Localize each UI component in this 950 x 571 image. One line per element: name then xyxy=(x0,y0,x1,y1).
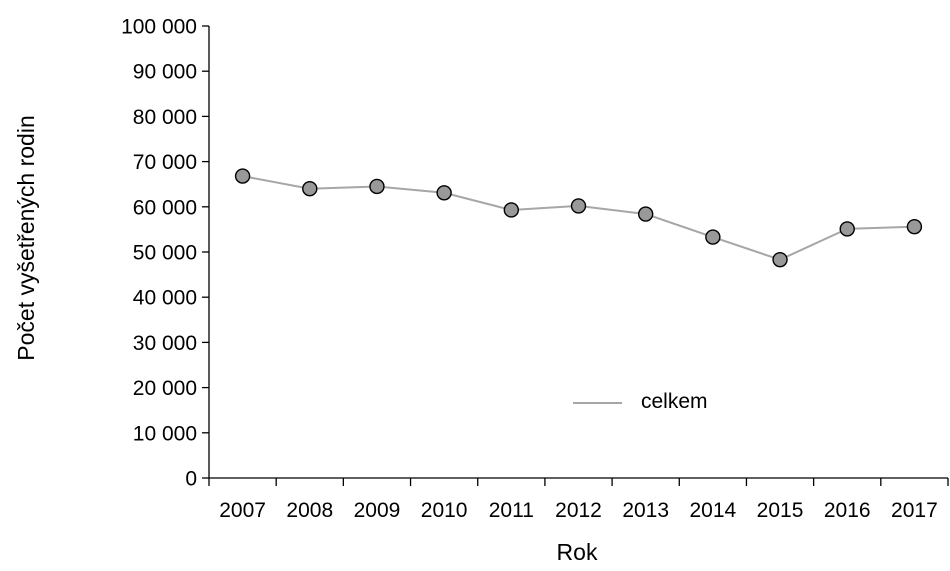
data-point xyxy=(637,206,654,222)
data-point xyxy=(705,229,721,245)
data-point xyxy=(302,181,318,197)
y-tick-label: 10 000 xyxy=(133,422,197,445)
data-point xyxy=(369,178,385,195)
data-point xyxy=(839,221,855,237)
y-tick-label: 0 xyxy=(185,468,197,491)
data-point xyxy=(234,168,251,184)
x-axis-title: Rok xyxy=(557,539,598,565)
x-axis: 2007 2008 2009 2010 2011 2012 2013 2014 2015 2016… xyxy=(208,477,949,522)
y-tick-label: 80 000 xyxy=(133,106,197,129)
x-tick-label: 2015 xyxy=(757,499,804,522)
series-layer xyxy=(234,168,923,268)
y-axis: 0 10 000 20 000 30 000 40 000 50 000 60 000 70 … xyxy=(121,16,210,491)
legend: celkem xyxy=(573,390,708,413)
x-tick-label: 2011 xyxy=(489,499,534,522)
x-tick-label: 2009 xyxy=(354,499,401,522)
x-tick-label: 2014 xyxy=(690,499,737,522)
y-tick-label: 40 000 xyxy=(133,287,197,310)
x-tick-label: 2016 xyxy=(824,499,871,522)
series-line-celkem xyxy=(242,175,915,261)
data-point xyxy=(503,202,520,218)
x-tick-label: 2010 xyxy=(421,499,468,522)
data-point xyxy=(906,218,923,235)
data-point xyxy=(772,251,788,268)
y-tick-label: 100 000 xyxy=(121,16,197,39)
x-tick-label: 2007 xyxy=(219,499,266,522)
x-tick-label: 2008 xyxy=(286,499,333,522)
y-tick-label: 30 000 xyxy=(133,332,197,355)
y-tick-label: 70 000 xyxy=(133,151,197,174)
y-tick-label: 60 000 xyxy=(133,196,197,219)
x-tick-label: 2013 xyxy=(622,499,669,522)
legend-label-celkem: celkem xyxy=(641,390,708,413)
y-tick-label: 50 000 xyxy=(133,242,197,265)
data-point xyxy=(436,185,452,201)
y-tick-label: 20 000 xyxy=(133,377,197,400)
y-tick-label: 90 000 xyxy=(133,61,197,84)
y-axis-title: Počet vyšetřených rodin xyxy=(13,115,39,360)
x-tick-label: 2017 xyxy=(891,499,938,522)
data-point xyxy=(570,198,587,214)
x-tick-label: 2012 xyxy=(555,499,602,522)
